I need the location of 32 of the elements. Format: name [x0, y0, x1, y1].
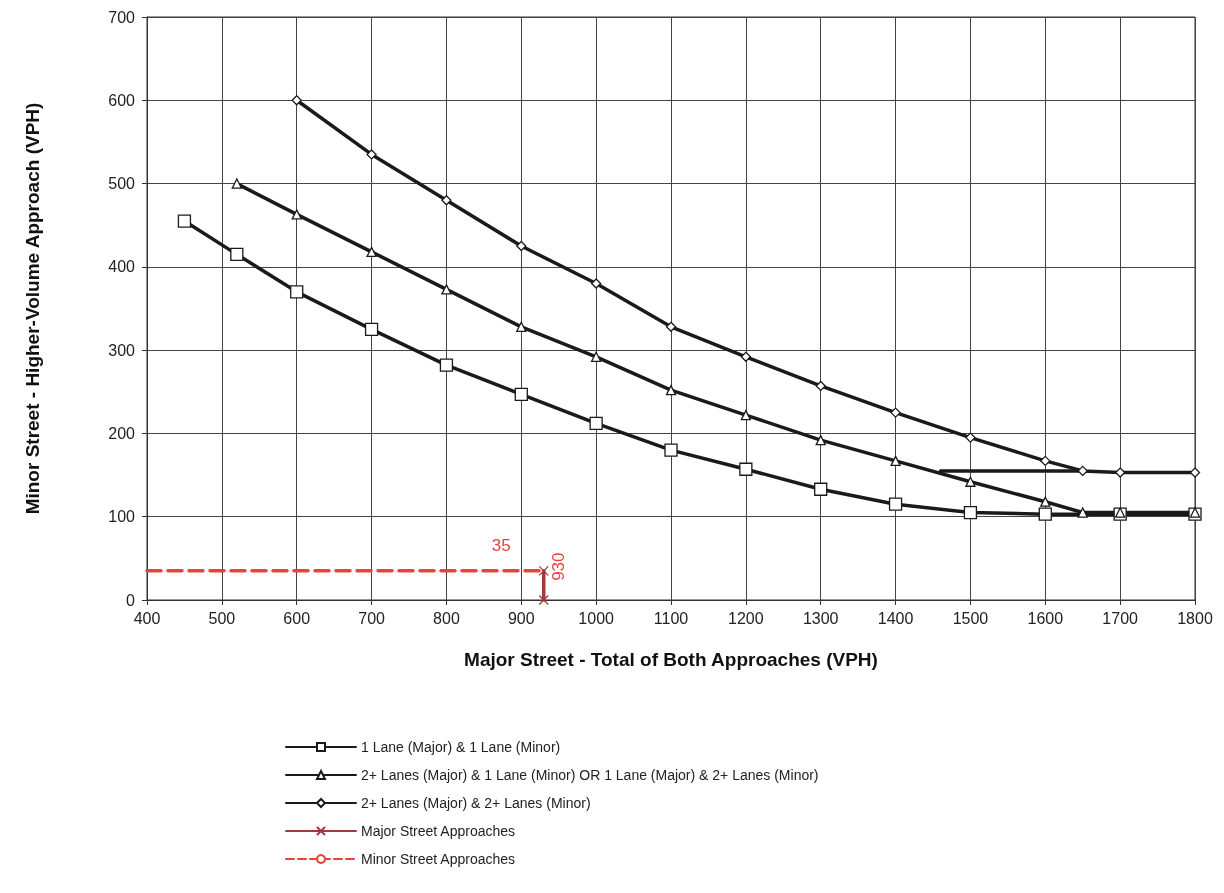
annotation: 930	[548, 552, 568, 581]
x-axis-title: Major Street - Total of Both Approaches (VPH)	[464, 649, 878, 670]
x-tick-label: 1800	[1177, 609, 1213, 627]
x-tick-label: 1200	[728, 609, 764, 627]
y-tick-label: 200	[108, 424, 136, 442]
x-tick-label: 1500	[952, 609, 989, 627]
y-tick-label: 300	[108, 341, 136, 359]
x-tick-label: 900	[507, 609, 535, 627]
x-tick-label: 700	[358, 609, 386, 627]
y-tick-label: 600	[108, 91, 136, 109]
x-tick-label: 500	[208, 609, 236, 627]
legend-label: 2+ Lanes (Major) & 1 Lane (Minor) OR 1 Lane (Major) & 2+ Lanes (Minor)	[361, 767, 819, 783]
x-tick-label: 1600	[1027, 609, 1064, 627]
y-tick-label: 100	[108, 508, 136, 526]
annotation: 35	[491, 535, 511, 555]
x-tick-label: 1700	[1102, 609, 1139, 627]
y-tick-label: 500	[108, 175, 136, 193]
y-tick-label: 400	[108, 258, 136, 276]
x-tick-label: 1000	[578, 609, 615, 627]
x-tick-label: 1300	[802, 609, 839, 627]
y-axis-title: Minor Street - Higher-Volume Approach (VPH)	[22, 102, 43, 515]
y-tick-label: 0	[126, 591, 136, 609]
x-tick-label: 1100	[653, 609, 689, 627]
x-tick-label: 400	[133, 609, 161, 627]
x-tick-label: 1400	[877, 609, 914, 627]
legend-label: 2+ Lanes (Major) & 2+ Lanes (Minor)	[361, 795, 591, 811]
legend-label: Major Street Approaches	[361, 823, 516, 839]
y-tick-label: 700	[108, 8, 136, 26]
x-tick-label: 800	[433, 609, 460, 627]
legend-label: Minor Street Approaches	[361, 851, 516, 867]
legend-label: 1 Lane (Major) & 1 Lane (Minor)	[361, 739, 561, 755]
x-tick-label: 600	[283, 609, 311, 627]
